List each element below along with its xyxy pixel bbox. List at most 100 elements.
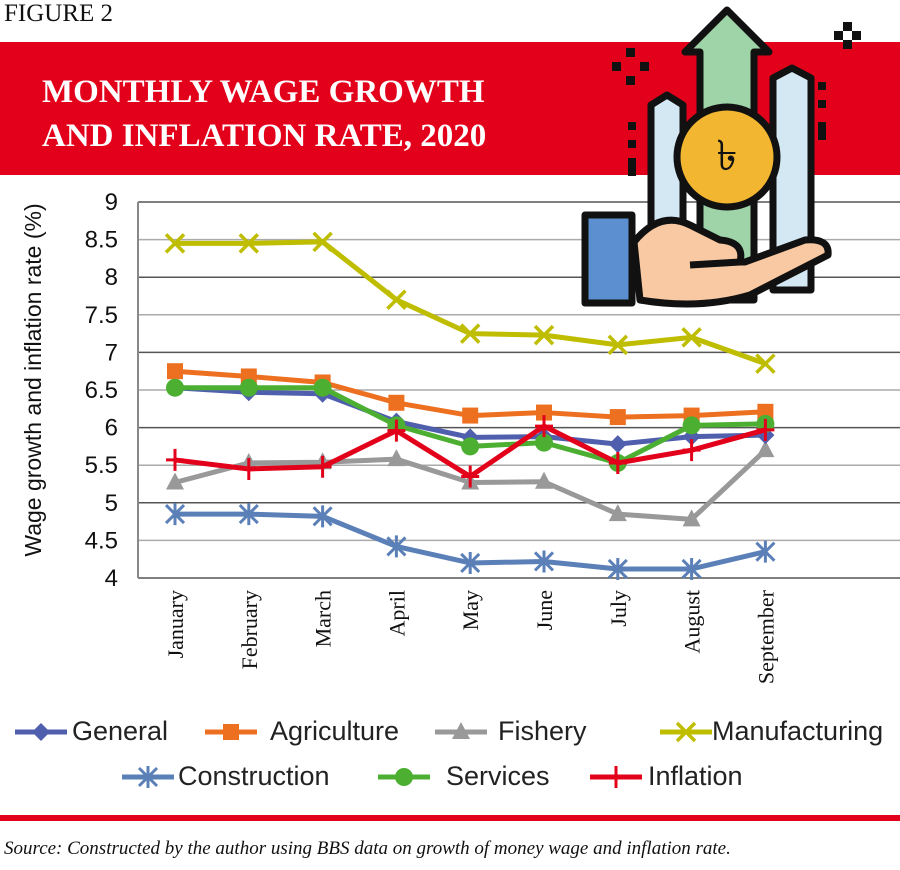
legend-item-inflation [590, 766, 642, 788]
data-point-manufacturing [386, 289, 407, 310]
legend-label-inflation: Inflation [648, 761, 743, 791]
data-point-construction [238, 503, 259, 526]
data-point-general [608, 435, 627, 454]
legend-item-manufacturing [660, 721, 712, 743]
legend-item-agriculture [205, 724, 257, 740]
data-point-fishery [682, 509, 701, 527]
legend-label-agriculture: Agriculture [270, 716, 400, 746]
y-tick-label: 6 [105, 415, 118, 442]
data-point-inflation [461, 465, 480, 488]
data-point-inflation [535, 415, 553, 438]
legend-marker-manufacturing [675, 721, 697, 743]
legend-item-fishery [435, 722, 487, 739]
data-point-services [461, 437, 480, 456]
data-point-fishery [535, 471, 553, 489]
x-tick-label: August [680, 590, 705, 654]
data-point-fishery [608, 504, 627, 522]
y-tick-label: 7 [105, 339, 118, 366]
legend-marker-inflation [607, 766, 625, 788]
series-manufacturing [164, 231, 776, 374]
svg-text:৳: ৳ [717, 131, 738, 180]
data-point-agriculture [609, 409, 626, 426]
data-point-manufacturing [238, 233, 260, 254]
y-tick-label: 5 [105, 490, 118, 517]
data-point-construction [755, 540, 776, 563]
data-point-fishery [387, 449, 406, 467]
data-point-construction [312, 505, 333, 528]
data-point-construction [460, 551, 481, 574]
data-point-fishery [166, 472, 184, 490]
chart-title: MONTHLY WAGE GROWTH AND INFLATION RATE, … [42, 70, 486, 158]
y-axis-label: Wage growth and inflation rate (%) [20, 203, 46, 557]
x-tick-label: May [458, 590, 483, 630]
x-tick-label: July [606, 590, 631, 627]
divider-line [0, 815, 900, 821]
data-point-services [535, 433, 553, 452]
data-point-inflation [166, 448, 184, 471]
data-point-construction [681, 557, 702, 580]
data-point-fishery [756, 440, 775, 458]
data-point-inflation [608, 451, 627, 474]
legend-item-general [15, 723, 67, 741]
data-point-agriculture [388, 394, 405, 411]
title-line-2: AND INFLATION RATE, 2020 [42, 118, 487, 154]
legend-marker-services [395, 768, 413, 786]
data-point-inflation [239, 457, 258, 480]
data-point-agriculture [167, 363, 183, 380]
x-tick-label: September [753, 589, 778, 684]
data-point-inflation [313, 455, 332, 478]
title-line-1: MONTHLY WAGE GROWTH [42, 74, 485, 110]
y-tick-label: 6.5 [85, 377, 118, 404]
data-point-services [166, 378, 184, 397]
data-point-services [313, 378, 332, 397]
y-tick-label: 8 [105, 264, 118, 291]
legend-label-construction: Construction [178, 761, 330, 791]
data-point-manufacturing [755, 353, 776, 374]
legend-marker-construction [137, 766, 159, 788]
y-tick-label: 4.5 [85, 527, 118, 554]
series-construction [164, 503, 776, 580]
data-point-services [239, 378, 258, 397]
data-point-services [682, 416, 701, 435]
data-point-manufacturing [459, 323, 481, 344]
data-point-inflation [756, 418, 775, 441]
series-services [166, 378, 775, 472]
hand-holding-taka-growth-icon: ৳ [581, 6, 861, 308]
legend-marker-general [32, 723, 50, 741]
data-point-construction [386, 535, 407, 558]
data-point-construction [533, 550, 555, 573]
y-tick-label: 9 [105, 189, 118, 216]
legend-marker-agriculture [223, 724, 239, 740]
legend-item-services [378, 768, 430, 786]
y-tick-label: 8.5 [85, 227, 118, 254]
x-tick-label: April [384, 590, 409, 636]
series-inflation [166, 415, 775, 488]
source-note: Source: Constructed by the author using … [4, 838, 731, 859]
data-point-agriculture [536, 404, 552, 421]
x-tick-label: June [532, 590, 557, 630]
legend-label-general: General [72, 716, 169, 746]
x-tick-label: January [163, 590, 188, 658]
y-tick-label: 7.5 [85, 302, 118, 329]
legend-label-fishery: Fishery [498, 716, 587, 746]
data-point-inflation [682, 439, 701, 462]
data-point-construction [607, 557, 628, 580]
data-point-inflation [387, 419, 406, 442]
y-tick-label: 5.5 [85, 452, 118, 479]
legend-label-manufacturing: Manufacturing [712, 716, 884, 746]
x-tick-label: February [237, 590, 262, 669]
legend-marker-fishery [452, 722, 470, 739]
data-point-manufacturing [607, 334, 629, 356]
data-point-manufacturing [312, 231, 333, 253]
legend-item-construction [122, 766, 174, 788]
legend-label-services: Services [446, 761, 550, 791]
data-point-manufacturing [164, 233, 186, 254]
figure-label: FIGURE 2 [4, 0, 114, 27]
data-point-manufacturing [681, 327, 702, 348]
y-tick-label: 4 [105, 565, 118, 592]
data-point-manufacturing [533, 324, 555, 346]
x-tick-label: March [311, 590, 336, 647]
data-point-agriculture [462, 407, 479, 424]
data-point-construction [164, 503, 186, 526]
